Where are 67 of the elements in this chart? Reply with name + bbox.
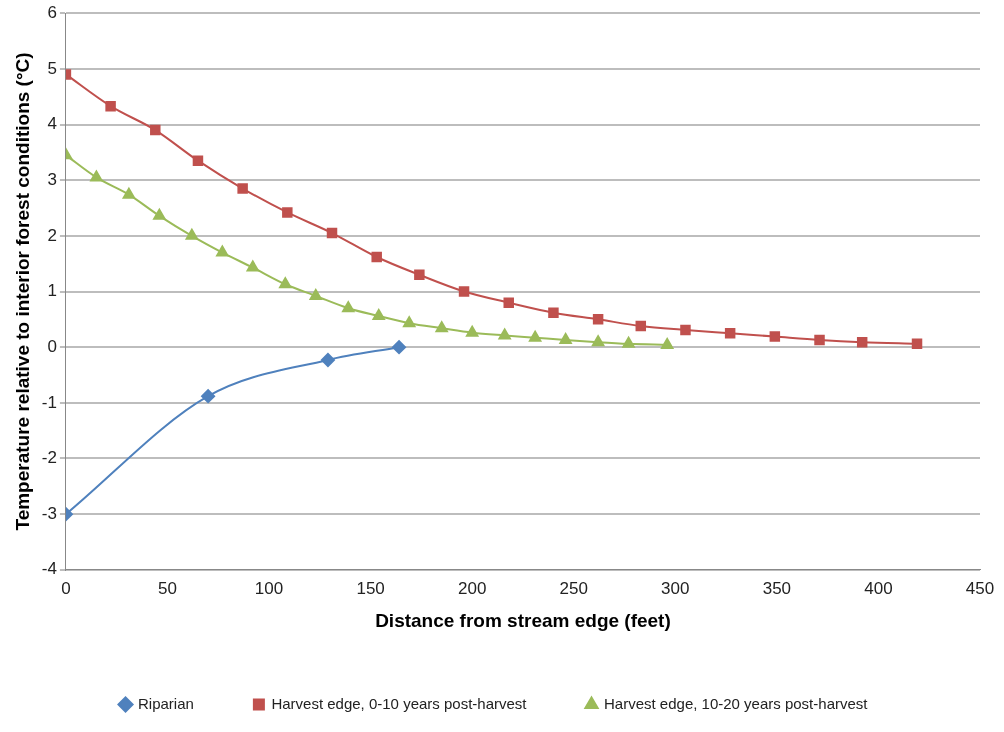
point xyxy=(326,227,338,239)
y-tick-label: 6 xyxy=(47,2,57,22)
legend-label: Harvest edge, 0-10 years post-harvest xyxy=(271,694,528,712)
y-tick-label: -1 xyxy=(41,392,57,412)
point xyxy=(122,187,136,199)
point xyxy=(150,124,161,136)
y-tick-label: 4 xyxy=(47,114,57,134)
point xyxy=(769,331,781,342)
point xyxy=(371,251,382,263)
y-tick-label: -2 xyxy=(41,448,57,468)
point xyxy=(216,245,229,257)
point xyxy=(724,328,736,339)
x-tick-label: 450 xyxy=(965,578,995,598)
y-tick-label: 0 xyxy=(47,336,57,356)
point xyxy=(591,335,605,347)
point xyxy=(503,297,514,308)
point xyxy=(528,330,542,342)
x-axis-title: Distance from stream edge (feet) xyxy=(375,609,671,631)
x-tick-label: 250 xyxy=(559,578,588,598)
x-tick-label: 200 xyxy=(457,578,487,598)
x-tick-label: 50 xyxy=(158,578,177,598)
point xyxy=(309,288,322,300)
point xyxy=(192,155,204,166)
point xyxy=(680,324,691,336)
legend-label: Riparian xyxy=(138,694,194,712)
point xyxy=(465,325,479,337)
point xyxy=(403,316,416,328)
point xyxy=(185,228,199,240)
y-axis-title: Temperature relative to interior forest conditions (°C) xyxy=(11,52,33,531)
point xyxy=(498,328,511,340)
point xyxy=(592,314,604,325)
point xyxy=(282,207,293,218)
point xyxy=(622,336,635,348)
point xyxy=(458,286,470,297)
x-tick-label: 350 xyxy=(762,578,792,598)
point xyxy=(814,334,825,346)
point xyxy=(911,338,923,350)
y-tick-label: 5 xyxy=(47,58,57,78)
point xyxy=(201,389,216,404)
point xyxy=(660,337,674,349)
point xyxy=(90,170,103,182)
point xyxy=(559,332,572,344)
point xyxy=(435,321,448,333)
y-tick-label: 2 xyxy=(47,225,57,245)
x-tick-label: 400 xyxy=(864,578,893,598)
x-tick-label: 150 xyxy=(356,578,385,598)
point xyxy=(105,100,116,112)
x-tick-label: 0 xyxy=(61,578,71,598)
point xyxy=(392,340,407,355)
point xyxy=(414,269,425,281)
point xyxy=(342,301,355,313)
point xyxy=(246,260,259,272)
x-tick-label: 300 xyxy=(661,578,690,598)
y-tick-label: -4 xyxy=(41,559,57,579)
point xyxy=(372,308,385,320)
point xyxy=(153,208,166,220)
y-tick-label: 1 xyxy=(47,281,57,301)
point xyxy=(635,320,647,332)
legend-label: Harvest edge, 10-20 years post-harvest xyxy=(604,694,869,712)
point xyxy=(279,277,292,289)
y-tick-label: -3 xyxy=(41,503,57,523)
point xyxy=(548,307,559,318)
point xyxy=(320,352,335,367)
point xyxy=(856,336,868,348)
y-tick-label: 3 xyxy=(47,169,57,189)
x-tick-label: 100 xyxy=(254,578,284,598)
point xyxy=(237,183,248,194)
